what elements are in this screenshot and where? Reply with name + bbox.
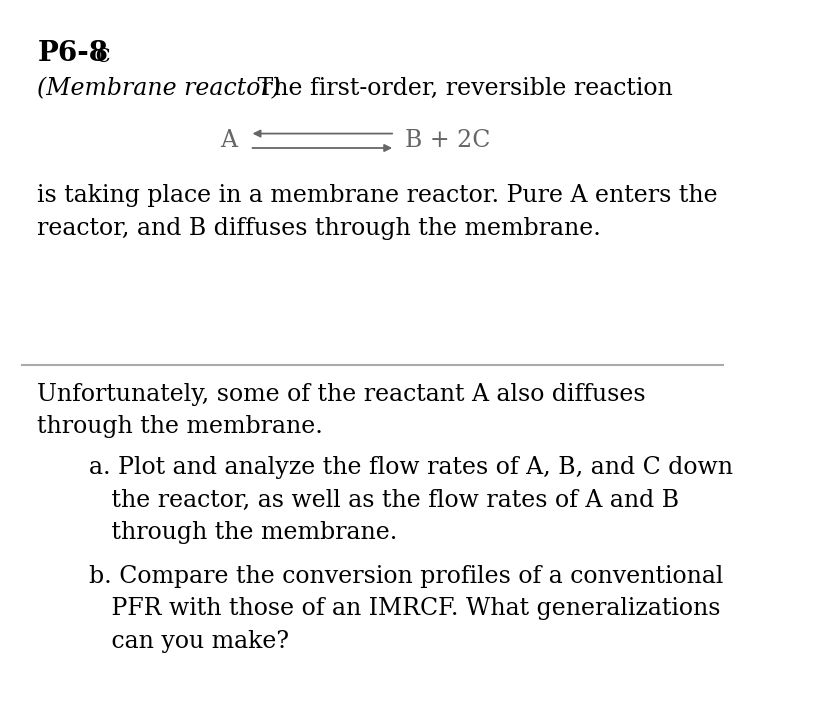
Text: (Membrane reactor): (Membrane reactor)	[37, 77, 282, 100]
Text: The first-order, reversible reaction: The first-order, reversible reaction	[249, 77, 672, 100]
Text: A: A	[220, 129, 237, 152]
Text: through the membrane.: through the membrane.	[37, 415, 323, 438]
Text: P6-8: P6-8	[37, 40, 108, 66]
Text: reactor, and B diffuses through the membrane.: reactor, and B diffuses through the memb…	[37, 217, 601, 240]
Text: Unfortunately, some of the reactant A also diffuses: Unfortunately, some of the reactant A al…	[37, 383, 646, 406]
Text: B + 2C: B + 2C	[405, 129, 490, 152]
Text: PFR with those of an IMRCF. What generalizations: PFR with those of an IMRCF. What general…	[89, 597, 721, 620]
Text: can you make?: can you make?	[89, 630, 289, 653]
Text: is taking place in a membrane reactor. Pure A enters the: is taking place in a membrane reactor. P…	[37, 184, 718, 207]
Text: C: C	[95, 48, 110, 66]
Text: through the membrane.: through the membrane.	[89, 521, 398, 544]
Text: the reactor, as well as the flow rates of A and B: the reactor, as well as the flow rates o…	[89, 489, 680, 512]
Text: a. Plot and analyze the flow rates of A, B, and C down: a. Plot and analyze the flow rates of A,…	[89, 456, 733, 479]
Text: b. Compare the conversion profiles of a conventional: b. Compare the conversion profiles of a …	[89, 565, 724, 588]
